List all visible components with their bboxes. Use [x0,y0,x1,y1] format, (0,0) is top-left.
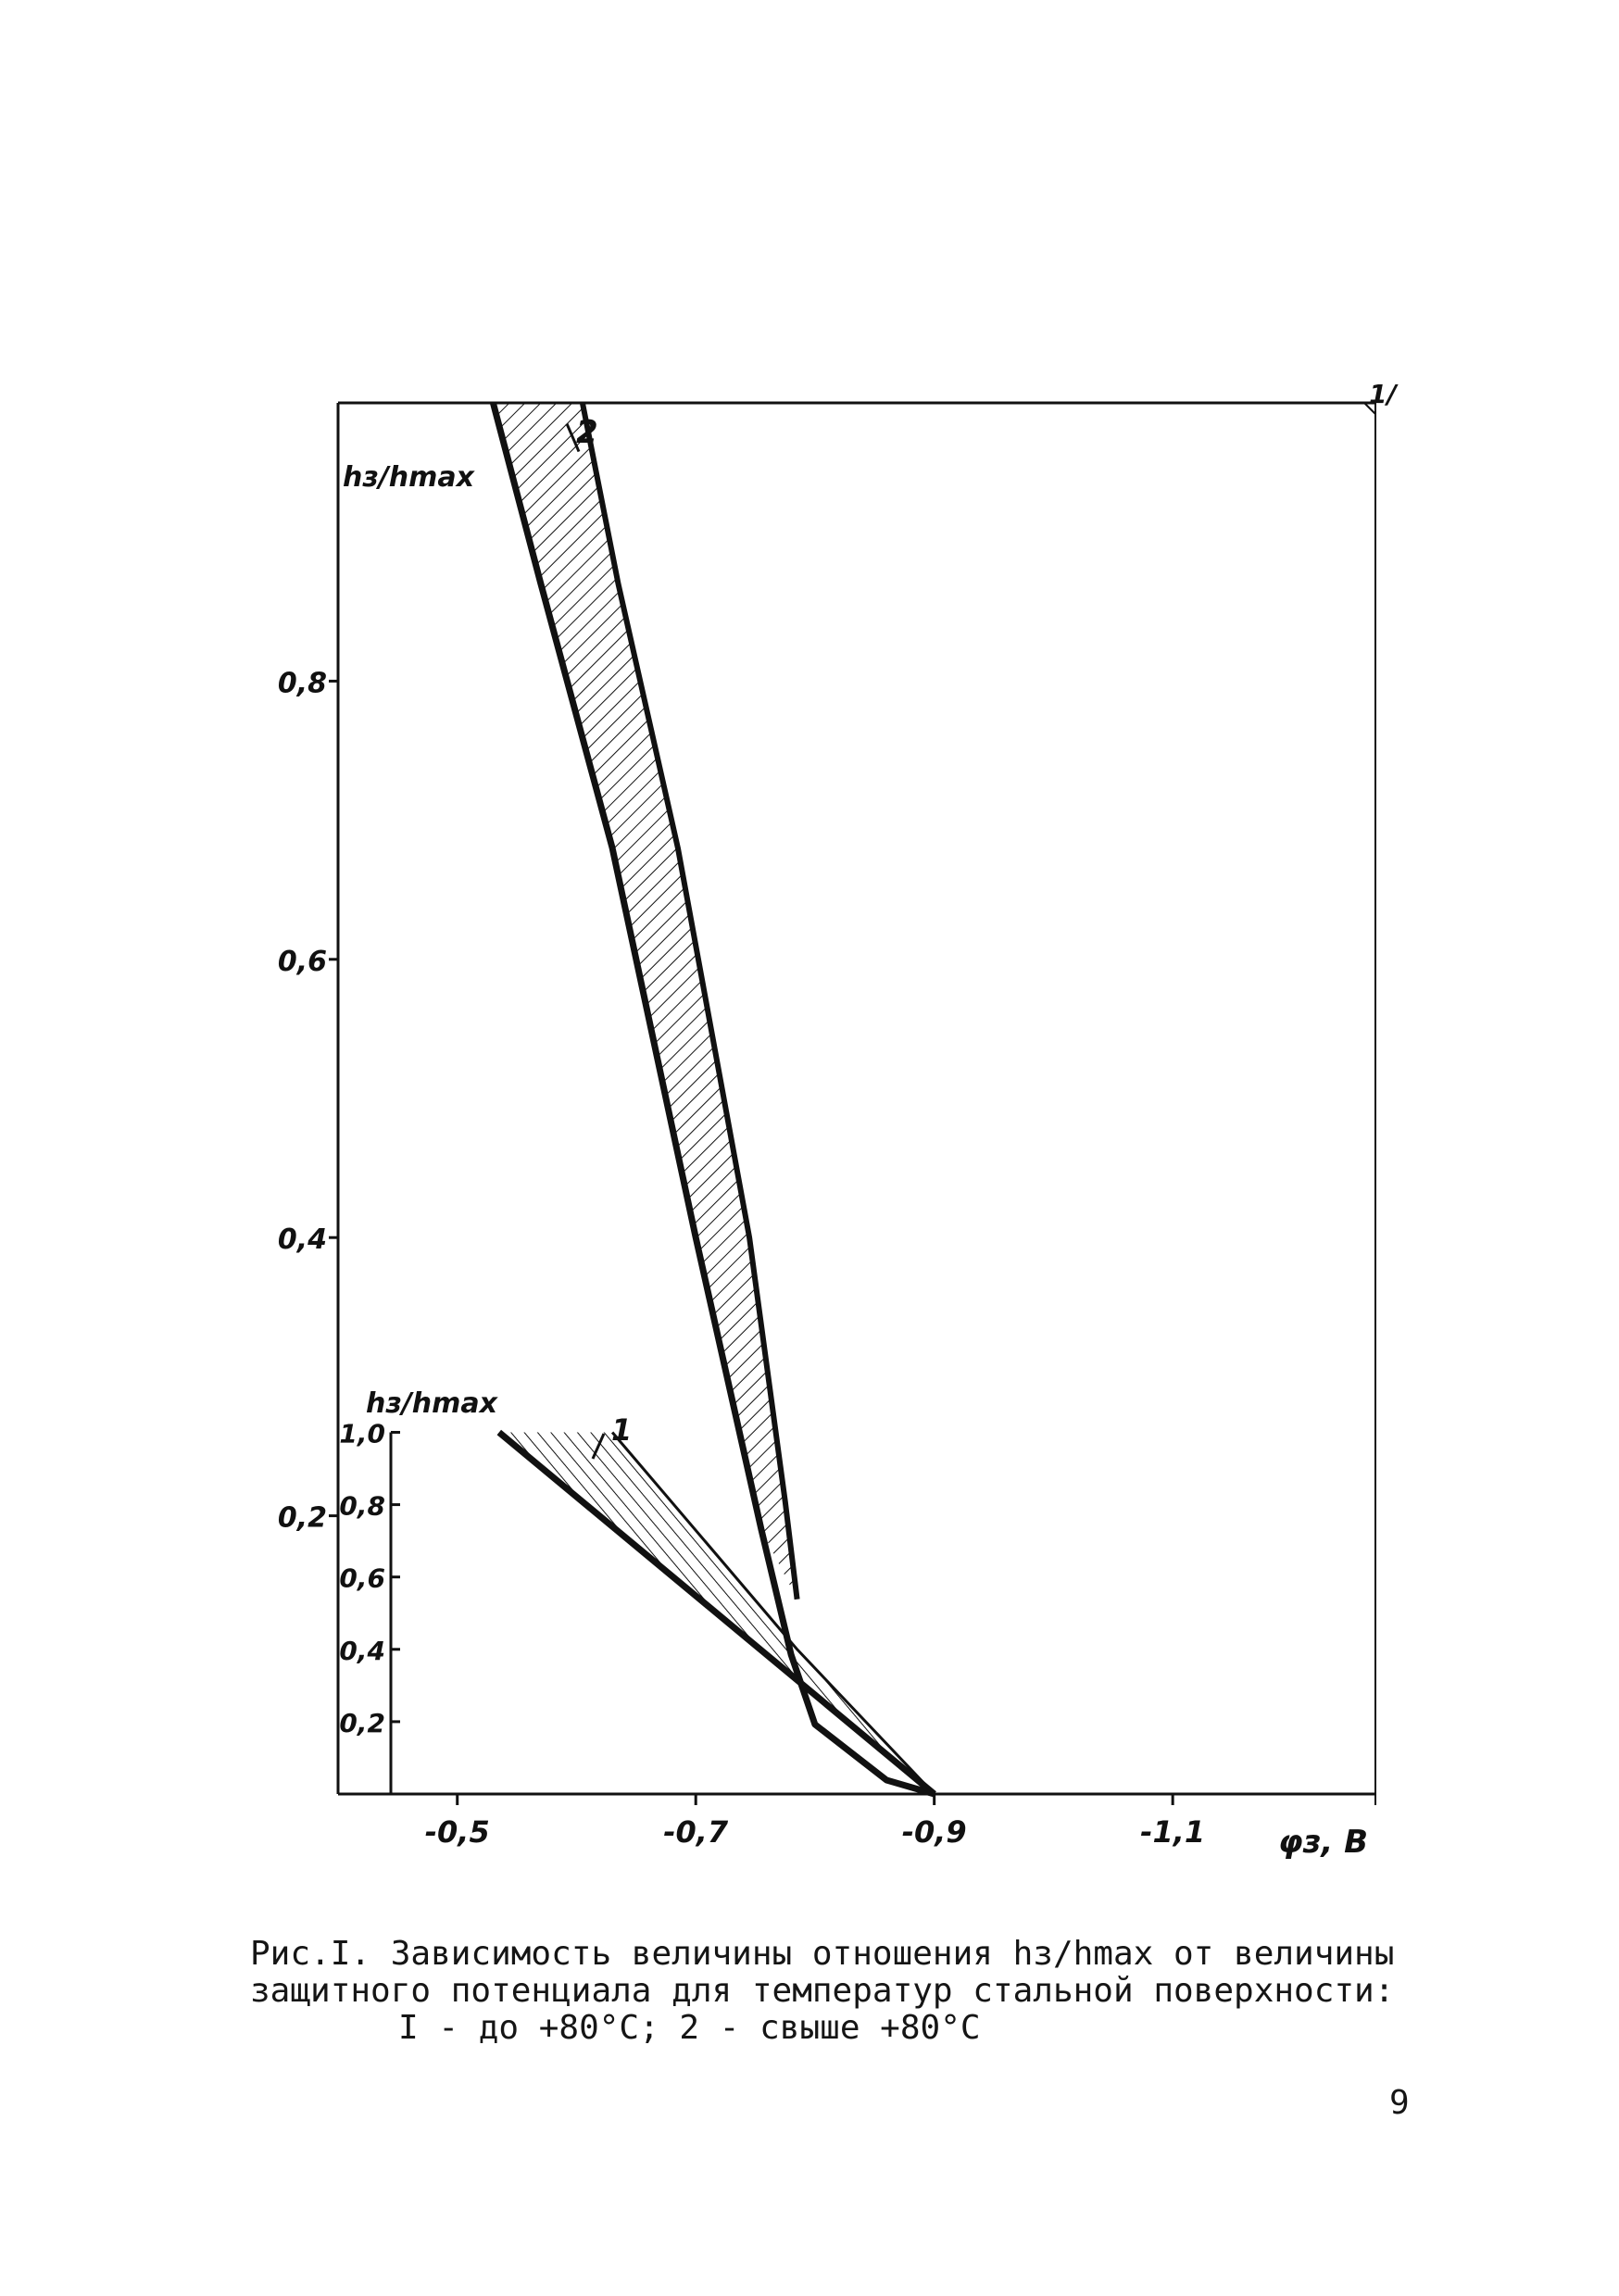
plot-frame [338,401,1376,1794]
inset-axis-label: hз/hmax [366,1387,499,1420]
series-1-pointer [591,1433,606,1460]
caption-line-3: I - до +80°С; 2 - свыше +80°С [398,2009,981,2047]
y-axis: 0,2 0,4 0,6 0,8 [278,403,340,1794]
page-number: 9 [1389,2084,1410,2122]
series-2-left-line [490,402,935,1798]
x-tick-label: -1,1 [1140,1814,1205,1850]
series-1-label: 1 [611,1412,632,1448]
series-1-left-line [496,1429,936,1797]
frame-corner-tick [1363,402,1376,415]
series-bands [490,402,936,1798]
series-1-right-line [610,1431,935,1796]
corner-mark: 1/ [1369,379,1399,409]
inset-y-axis: 0,2 0,4 0,6 0,8 1,0 [339,1418,400,1794]
x-axis: -0,5 -0,7 -0,9 -1,1 [338,1792,1376,1850]
inset-tick-label: 0,4 [339,1636,385,1666]
inset-tick-label: 0,2 [339,1708,385,1738]
series-2-right-line [579,402,800,1600]
y-tick-label: 0,2 [278,1502,327,1535]
inset-tick-label: 0,6 [339,1563,385,1594]
figure-caption: Рис.I. Зависимость величины отношения hз… [250,1936,1454,2047]
caption-line-1: Рис.I. Зависимость величины отношения hз… [250,1935,1395,1973]
x-tick-label: -0,7 [663,1814,729,1850]
x-axis-label: φз, В [1278,1824,1368,1861]
inset-tick-label: 0,8 [339,1491,385,1522]
y-tick-label: 0,8 [278,667,327,699]
y-tick-label: 0,6 [278,946,327,978]
y-tick-label: 0,4 [278,1223,327,1256]
x-tick-label: -0,9 [902,1814,967,1850]
series-2-label: 2 [576,414,598,451]
series-2-pointer [565,422,581,453]
inset-tick-label: 1,0 [339,1418,385,1449]
y-axis-label-main: hз/hmax [343,461,476,494]
caption-line-2: защитного потенциала для температур стал… [250,1972,1395,2010]
x-tick-label: -0,5 [425,1814,490,1850]
